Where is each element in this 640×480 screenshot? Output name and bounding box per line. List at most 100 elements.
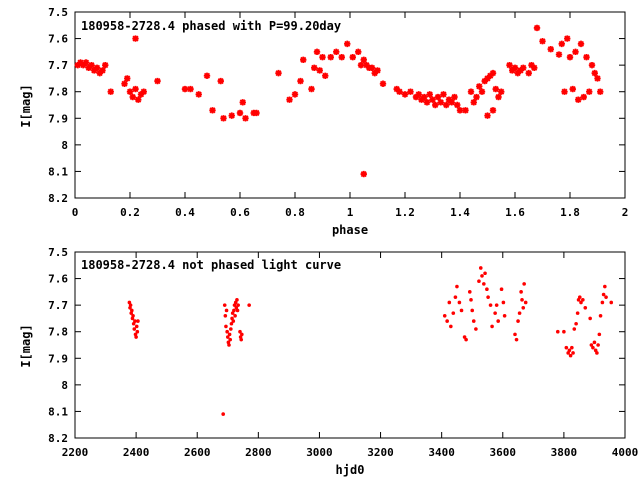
- x-tick-label: 3200: [367, 446, 394, 459]
- unphased-light-curve-chart: 180958-2728.4 not phased light curve hjd…: [19, 246, 638, 477]
- data-point: [132, 85, 139, 93]
- x-tick-label: 1.4: [450, 206, 470, 219]
- data-point: [363, 61, 370, 69]
- plot-frame: [74, 251, 626, 439]
- data-point: [517, 311, 522, 315]
- data-point: [412, 93, 420, 101]
- x-tick-label: 0: [72, 206, 79, 219]
- data-point: [571, 351, 575, 355]
- data-point: [517, 67, 524, 74]
- data-point: [566, 53, 574, 61]
- data-point: [499, 287, 504, 292]
- data-point: [489, 69, 497, 77]
- data-point: [396, 88, 403, 95]
- x-tick-label: 2600: [184, 446, 211, 459]
- data-point: [483, 271, 487, 276]
- data-point: [589, 343, 594, 347]
- data-point: [470, 308, 475, 313]
- data-point: [247, 303, 251, 307]
- data-point: [579, 300, 583, 305]
- data-point: [85, 64, 92, 71]
- data-point: [451, 311, 456, 315]
- phased-light-curve-chart: 180958-2728.4 phased with P=99.20day pha…: [19, 6, 628, 237]
- data-point: [495, 93, 502, 101]
- data-point: [187, 85, 194, 93]
- data-point: [555, 329, 560, 334]
- x-tick-label: 4000: [612, 446, 639, 459]
- data-point: [181, 85, 189, 93]
- data-point: [609, 300, 614, 305]
- data-point: [506, 61, 513, 69]
- data-point: [572, 48, 579, 56]
- y-tick-label: 8: [61, 379, 68, 392]
- data-point: [229, 321, 234, 326]
- data-point: [583, 53, 590, 61]
- data-point: [456, 107, 464, 114]
- data-point: [580, 93, 587, 101]
- data-point: [126, 88, 134, 95]
- data-point: [349, 53, 356, 61]
- y-tick-label: 7.9: [48, 352, 68, 365]
- data-point: [74, 61, 81, 69]
- data-point: [575, 311, 580, 315]
- data-point: [520, 64, 527, 71]
- data-point: [577, 295, 582, 299]
- data-point: [132, 35, 139, 42]
- data-point: [235, 298, 239, 302]
- data-point: [569, 85, 576, 93]
- data-point: [601, 292, 606, 297]
- y-tick-label: 8.2: [48, 432, 68, 445]
- data-point: [564, 35, 571, 42]
- data-point: [514, 69, 521, 77]
- data-point: [327, 53, 334, 61]
- data-point: [516, 319, 520, 323]
- data-point: [494, 303, 499, 307]
- data-point: [137, 91, 145, 98]
- data-point: [476, 83, 483, 90]
- data-point: [577, 40, 585, 48]
- data-point: [561, 88, 568, 95]
- data-point: [447, 300, 452, 305]
- data-point: [523, 300, 528, 305]
- data-point: [231, 319, 236, 323]
- data-point: [597, 88, 604, 95]
- x-tick-label: 1.8: [560, 206, 580, 219]
- x-tick-label: 2400: [123, 446, 150, 459]
- data-point: [588, 61, 596, 69]
- data-point: [232, 308, 236, 313]
- y-tick-label: 7.6: [48, 33, 68, 46]
- data-point: [227, 343, 231, 347]
- data-point: [80, 61, 87, 69]
- data-point: [423, 99, 431, 106]
- data-point: [453, 295, 458, 299]
- data-point: [135, 96, 142, 103]
- x-tick-label: 0.6: [230, 206, 250, 219]
- x-tick-label: 1: [347, 206, 354, 219]
- data-point: [484, 75, 491, 82]
- data-point: [223, 313, 228, 318]
- y-tick-label: 7.9: [48, 112, 68, 125]
- data-point: [338, 53, 345, 61]
- data-point: [564, 345, 569, 350]
- data-point: [222, 303, 227, 307]
- data-point: [233, 313, 237, 318]
- data-point: [135, 329, 140, 334]
- data-point: [521, 306, 526, 310]
- data-point: [239, 99, 246, 106]
- data-point: [374, 67, 381, 74]
- data-point: [275, 69, 282, 77]
- data-point: [253, 109, 260, 117]
- y-tick-label: 7.7: [48, 299, 68, 312]
- data-point: [586, 88, 593, 95]
- data-point: [445, 96, 453, 103]
- data-point: [490, 324, 494, 329]
- data-point: [107, 88, 114, 95]
- data-point: [437, 99, 444, 106]
- data-point: [228, 337, 233, 342]
- y-tick-label: 7.8: [48, 86, 68, 99]
- data-point: [588, 316, 592, 321]
- data-point: [520, 298, 524, 302]
- data-point: [592, 340, 597, 345]
- data-point: [121, 80, 128, 87]
